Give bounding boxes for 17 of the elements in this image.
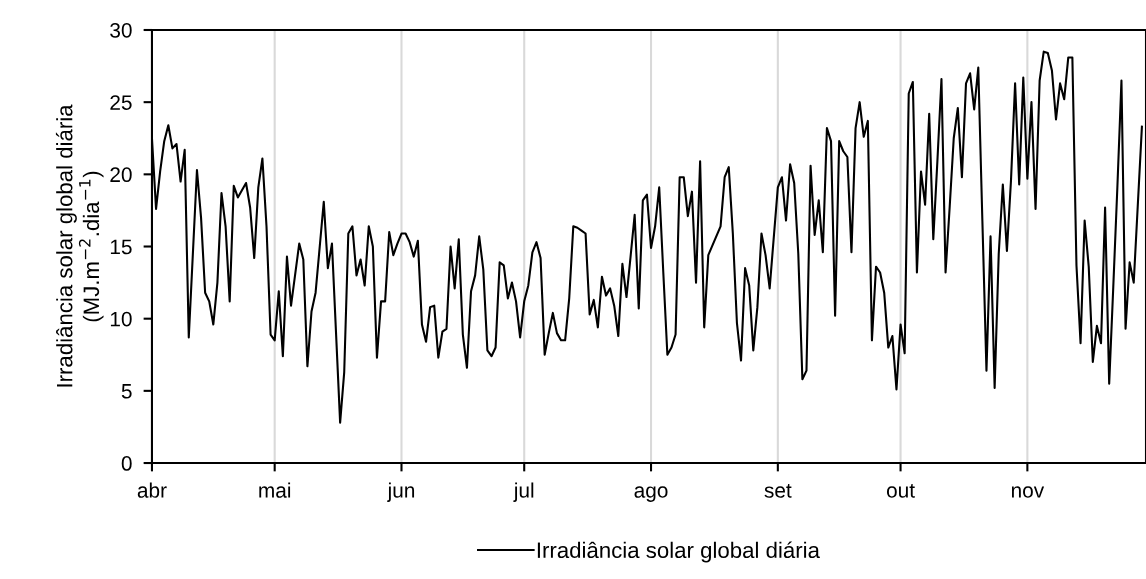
- y-tick-label: 0: [121, 456, 132, 471]
- y-tick-label: 20: [110, 167, 132, 183]
- x-tick-label: jun: [387, 482, 415, 502]
- x-tick-label: out: [886, 484, 915, 498]
- y-tick-label: 30: [110, 22, 132, 38]
- x-tick-label: abr: [137, 482, 167, 498]
- y-tick-label: 25: [110, 95, 132, 110]
- x-tick-label: jul: [513, 482, 534, 502]
- x-tick-label: mai: [259, 482, 291, 498]
- y-tick-label: 15: [110, 239, 132, 255]
- y-tick-label: 10: [110, 311, 132, 327]
- legend-label: Irradiância solar global diária: [537, 541, 820, 563]
- x-tick-label: ago: [634, 486, 668, 502]
- y-tick-label: 5: [121, 384, 132, 399]
- y-axis-title: Irradiância solar global diária (MJ.m$^{−2}$.dia$^{−1}$): [55, 104, 104, 387]
- x-tick-label: nov: [1011, 486, 1045, 498]
- x-tick-label: set: [764, 484, 792, 498]
